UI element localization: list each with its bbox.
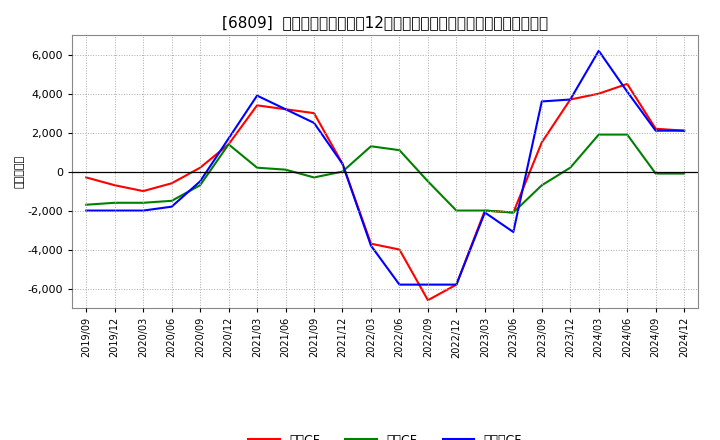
フリーCF — [595, 48, 603, 53]
投資CF — [310, 175, 318, 180]
フリーCF — [680, 128, 688, 133]
投資CF — [595, 132, 603, 137]
営業CF — [253, 103, 261, 108]
投資CF — [225, 142, 233, 147]
営業CF — [566, 97, 575, 102]
営業CF — [366, 241, 375, 246]
投資CF — [338, 169, 347, 174]
営業CF — [110, 183, 119, 188]
投資CF — [366, 143, 375, 149]
フリーCF — [282, 106, 290, 112]
フリーCF — [167, 204, 176, 209]
投資CF — [480, 208, 489, 213]
営業CF — [480, 208, 489, 213]
Line: 営業CF: 営業CF — [86, 84, 684, 300]
フリーCF — [509, 229, 518, 235]
フリーCF — [623, 89, 631, 94]
投資CF — [623, 132, 631, 137]
フリーCF — [480, 210, 489, 215]
投資CF — [452, 208, 461, 213]
営業CF — [282, 106, 290, 112]
Legend: 営業CF, 投資CF, フリーCF: 営業CF, 投資CF, フリーCF — [243, 429, 527, 440]
投資CF — [680, 171, 688, 176]
フリーCF — [225, 136, 233, 141]
投資CF — [566, 165, 575, 170]
営業CF — [452, 282, 461, 287]
フリーCF — [452, 282, 461, 287]
投資CF — [509, 210, 518, 215]
営業CF — [82, 175, 91, 180]
フリーCF — [82, 208, 91, 213]
営業CF — [139, 188, 148, 194]
フリーCF — [395, 282, 404, 287]
フリーCF — [253, 93, 261, 98]
フリーCF — [537, 99, 546, 104]
投資CF — [82, 202, 91, 207]
営業CF — [167, 181, 176, 186]
投資CF — [110, 200, 119, 205]
営業CF — [423, 297, 432, 303]
営業CF — [196, 165, 204, 170]
営業CF — [680, 128, 688, 133]
Line: 投資CF: 投資CF — [86, 135, 684, 213]
Title: [6809]  キャッシュフローの12か月移動合計の対前年同期増減額の推移: [6809] キャッシュフローの12か月移動合計の対前年同期増減額の推移 — [222, 15, 548, 30]
営業CF — [623, 81, 631, 87]
フリーCF — [139, 208, 148, 213]
投資CF — [167, 198, 176, 203]
営業CF — [225, 142, 233, 147]
フリーCF — [338, 161, 347, 166]
投資CF — [139, 200, 148, 205]
Y-axis label: （百万円）: （百万円） — [14, 155, 24, 188]
フリーCF — [423, 282, 432, 287]
投資CF — [253, 165, 261, 170]
フリーCF — [366, 243, 375, 248]
フリーCF — [196, 179, 204, 184]
投資CF — [196, 183, 204, 188]
投資CF — [282, 167, 290, 172]
営業CF — [652, 126, 660, 132]
営業CF — [310, 110, 318, 116]
営業CF — [509, 210, 518, 215]
フリーCF — [110, 208, 119, 213]
営業CF — [395, 247, 404, 252]
Line: フリーCF: フリーCF — [86, 51, 684, 285]
投資CF — [423, 179, 432, 184]
投資CF — [395, 147, 404, 153]
フリーCF — [310, 120, 318, 125]
営業CF — [537, 140, 546, 145]
投資CF — [537, 183, 546, 188]
フリーCF — [652, 128, 660, 133]
フリーCF — [566, 97, 575, 102]
営業CF — [338, 161, 347, 166]
営業CF — [595, 91, 603, 96]
投資CF — [652, 171, 660, 176]
